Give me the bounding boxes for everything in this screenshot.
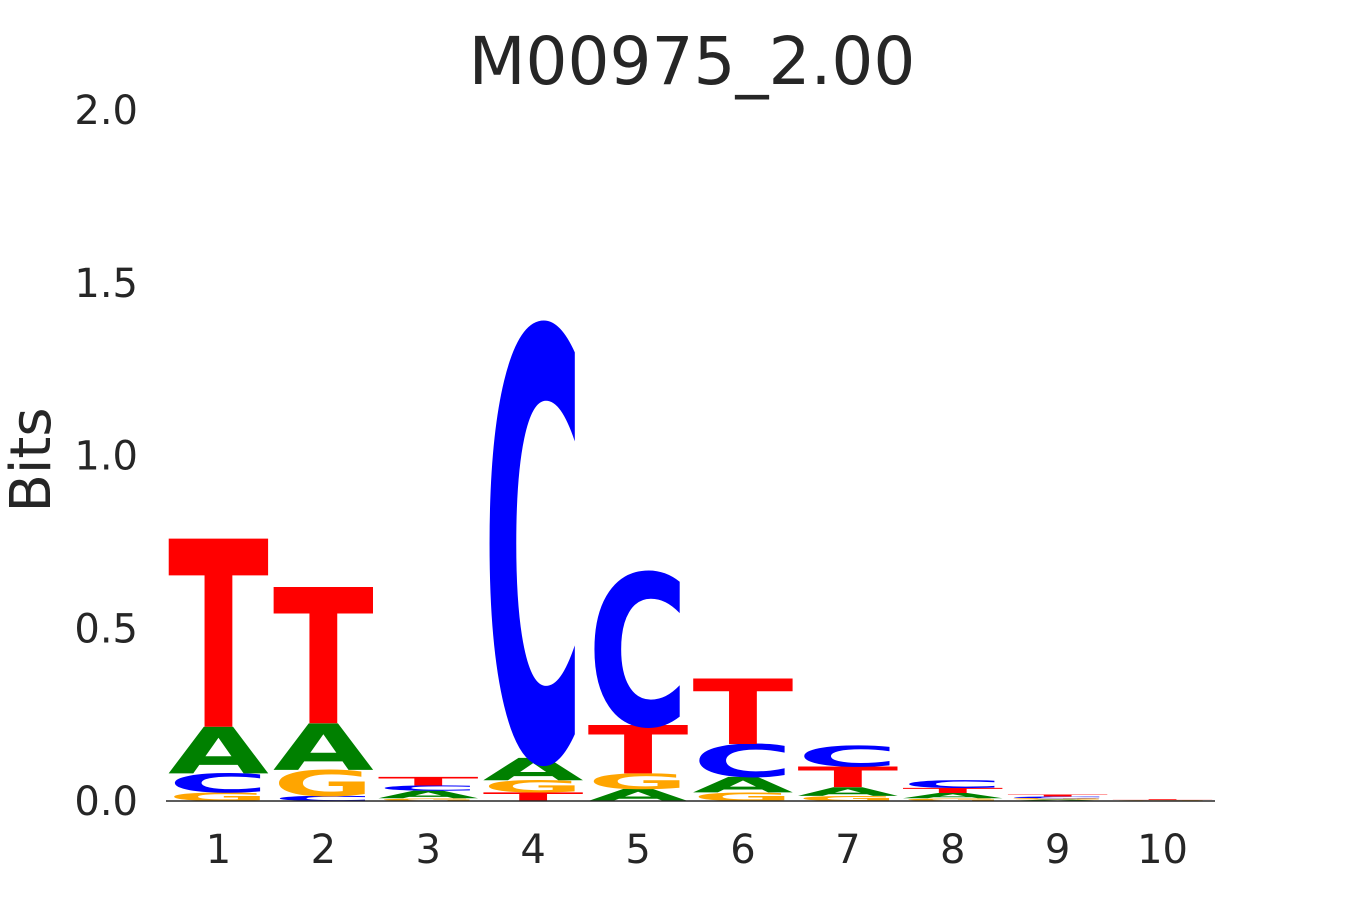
logo-stacks: GCATCGATGACTTGACAGTCGACTGATCGATCAGCTACGT — [168, 211, 1213, 897]
logo-letter-a: A — [693, 773, 794, 798]
logo-letter-c: C — [588, 531, 689, 774]
x-tick-label: 3 — [416, 827, 441, 873]
x-tick-label: 10 — [1137, 827, 1188, 873]
logo-letter-c: C — [902, 778, 1003, 790]
logo-letter-t: T — [1112, 799, 1213, 800]
x-tick-label: 6 — [730, 827, 755, 873]
y-axis: 0.0 0.5 1.0 1.5 2.0 — [74, 88, 138, 825]
logo-letter-t: T — [797, 761, 898, 794]
x-tick-label: 9 — [1045, 827, 1070, 873]
logo-letter-g: G — [273, 763, 374, 804]
y-tick-label: 0.5 — [74, 606, 138, 652]
logo-letter-g: G — [483, 777, 584, 796]
y-tick-label: 1.0 — [74, 434, 138, 480]
logo-letter-a: A — [273, 711, 374, 785]
logo-letter-a: A — [588, 786, 689, 805]
y-tick-label: 2.0 — [74, 88, 138, 134]
logo-letter-t: T — [902, 786, 1003, 794]
x-tick-label: 7 — [835, 827, 860, 873]
logo-letter-t: T — [378, 775, 479, 789]
logo-letter-a: A — [483, 752, 584, 788]
logo-letter-a: A — [797, 785, 898, 799]
logo-letter-a: A — [902, 792, 1003, 800]
logo-letter-a: A — [378, 789, 480, 801]
logo-letter-c: C — [797, 740, 898, 773]
logo-letter-c: C — [693, 735, 794, 787]
logo-letter-g: G — [902, 797, 1003, 801]
x-tick-label: 1 — [206, 827, 231, 873]
logo-letter-a: A — [168, 715, 269, 789]
logo-letter-t: T — [693, 660, 794, 765]
x-tick-label: 4 — [520, 827, 545, 873]
logo-letter-g: G — [1112, 800, 1213, 801]
logo-letter-c: C — [168, 768, 269, 798]
logo-letter-t: T — [588, 713, 689, 790]
y-tick-label: 1.5 — [74, 261, 138, 307]
logo-letter-c: C — [1007, 796, 1108, 799]
logo-letter-g: G — [797, 794, 898, 802]
logo-letter-t: T — [1007, 794, 1108, 797]
logo-letter-g: G — [1007, 798, 1108, 800]
logo-letter-t: T — [168, 487, 269, 788]
logo-letter-g: G — [378, 797, 479, 801]
x-tick-label: 8 — [940, 827, 965, 873]
logo-letter-c: C — [273, 794, 374, 802]
x-axis: 1 2 3 4 5 6 7 8 9 10 — [206, 827, 1188, 873]
y-tick-label: 0.0 — [74, 779, 138, 825]
y-axis-label: Bits — [0, 407, 64, 512]
x-tick-label: 5 — [625, 827, 650, 873]
logo-letter-c: C — [483, 211, 584, 897]
chart-title: M00975_2.00 — [469, 23, 916, 100]
logo-letter-t: T — [273, 550, 374, 767]
logo-letter-c: C — [378, 784, 479, 792]
x-tick-label: 2 — [311, 827, 336, 873]
logo-letter-g: G — [588, 769, 689, 794]
